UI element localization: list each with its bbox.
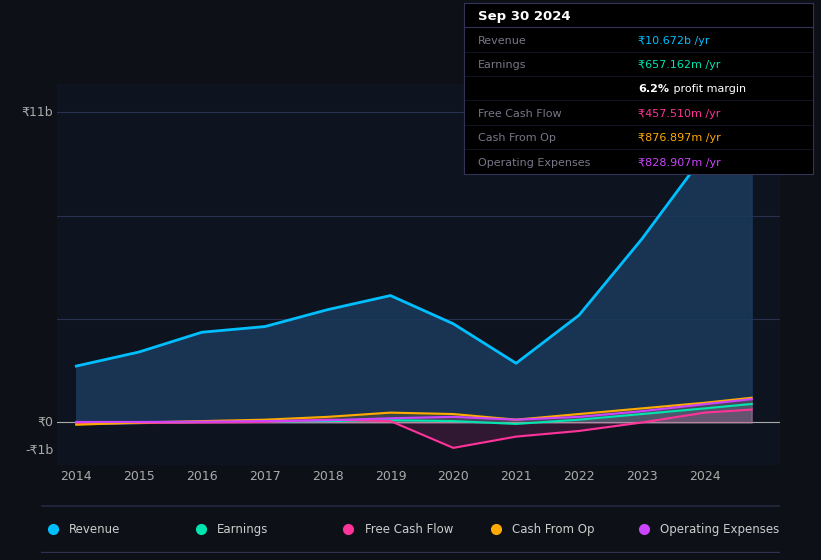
- Text: Sep 30 2024: Sep 30 2024: [478, 10, 571, 23]
- Text: Free Cash Flow: Free Cash Flow: [365, 522, 453, 536]
- Text: ₹0: ₹0: [38, 416, 53, 429]
- Text: ₹876.897m /yr: ₹876.897m /yr: [639, 133, 721, 143]
- Text: Free Cash Flow: Free Cash Flow: [478, 109, 562, 119]
- Text: Cash From Op: Cash From Op: [512, 522, 595, 536]
- Text: Revenue: Revenue: [478, 36, 526, 45]
- Text: 6.2%: 6.2%: [639, 85, 669, 95]
- Text: Revenue: Revenue: [69, 522, 121, 536]
- Text: Earnings: Earnings: [478, 60, 526, 70]
- Text: Operating Expenses: Operating Expenses: [478, 157, 590, 167]
- Text: Earnings: Earnings: [217, 522, 268, 536]
- Text: -₹1b: -₹1b: [25, 444, 53, 457]
- Text: ₹457.510m /yr: ₹457.510m /yr: [639, 109, 721, 119]
- Text: ₹828.907m /yr: ₹828.907m /yr: [639, 157, 721, 167]
- Text: profit margin: profit margin: [670, 85, 745, 95]
- Text: ₹11b: ₹11b: [21, 106, 53, 119]
- Text: Operating Expenses: Operating Expenses: [660, 522, 779, 536]
- Text: ₹657.162m /yr: ₹657.162m /yr: [639, 60, 721, 70]
- Text: ₹10.672b /yr: ₹10.672b /yr: [639, 36, 710, 45]
- Text: Cash From Op: Cash From Op: [478, 133, 556, 143]
